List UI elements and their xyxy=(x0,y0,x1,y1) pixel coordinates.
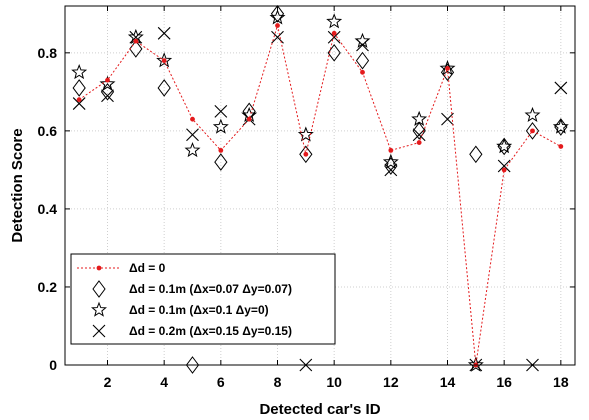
star-marker xyxy=(467,356,484,372)
star-marker xyxy=(71,63,88,80)
star-marker xyxy=(184,141,201,158)
diamond-marker xyxy=(157,79,171,97)
x-marker xyxy=(101,89,114,103)
star-marker xyxy=(212,118,229,134)
diamond-marker xyxy=(92,280,106,298)
x-marker xyxy=(554,81,568,95)
star-marker xyxy=(411,110,428,126)
x-marker xyxy=(157,26,171,40)
dot-marker xyxy=(530,128,535,134)
legend-entry: Δd = 0.1m (Δx=0.1 Δy=0) xyxy=(91,301,269,317)
dot-marker xyxy=(133,38,139,44)
x-marker xyxy=(356,38,369,52)
star-marker xyxy=(99,75,116,91)
star-marker xyxy=(439,60,456,76)
dot-marker xyxy=(76,97,82,103)
x-axis-title: Detected car's ID xyxy=(259,401,380,418)
dot-marker xyxy=(303,151,309,157)
diamond-marker xyxy=(440,63,455,82)
legend-label: Δd = 0.2m (Δx=0.15 Δy=0.15) xyxy=(129,324,292,338)
dot-marker xyxy=(445,66,450,71)
star-marker xyxy=(354,32,371,48)
series-0 xyxy=(76,23,564,368)
x-marker xyxy=(129,30,143,44)
diamond-marker xyxy=(469,145,483,164)
diamond-marker xyxy=(384,157,398,175)
series-layer xyxy=(71,4,569,374)
star-marker xyxy=(552,118,569,134)
legend-entry: Δd = 0.2m (Δx=0.15 Δy=0.15) xyxy=(92,324,292,338)
dot-marker xyxy=(416,140,422,145)
star-marker xyxy=(269,9,286,25)
x-marker xyxy=(214,104,228,118)
dot-marker xyxy=(96,265,102,271)
y-tick-label: 0.8 xyxy=(38,45,58,61)
star-marker xyxy=(156,52,173,68)
legend: Δd = 0 Δd = 0.1m (Δx=0.07 Δy=0.07) Δd = 0.… xyxy=(70,253,336,345)
dot-marker xyxy=(275,23,280,28)
legend-entry: Δd = 0.1m (Δx=0.07 Δy=0.07) xyxy=(92,280,292,298)
dot-marker xyxy=(218,147,224,153)
star-marker xyxy=(382,153,399,169)
x-tick-label: 12 xyxy=(383,374,399,390)
x-tick-label: 14 xyxy=(440,374,456,390)
dot-marker xyxy=(558,144,564,149)
axis-ticks: 2 4 6 8 10 12 14 16 18 0 0.2 0.4 0.6 0.8 xyxy=(38,6,575,390)
x-tick-label: 18 xyxy=(553,374,569,390)
dot-marker xyxy=(246,116,252,122)
y-tick-label: 0.4 xyxy=(38,201,58,217)
dot-marker xyxy=(331,30,337,36)
x-tick-label: 4 xyxy=(160,374,168,390)
diamond-marker xyxy=(327,43,341,62)
dot-marker xyxy=(388,147,394,153)
x-tick-label: 10 xyxy=(326,374,342,390)
diamond-marker xyxy=(525,122,540,140)
legend-entry: Δd = 0 xyxy=(77,261,166,275)
diamond-marker xyxy=(355,51,370,70)
star-marker xyxy=(496,138,513,154)
diamond-marker xyxy=(72,79,86,97)
x-marker xyxy=(384,163,398,177)
x-marker xyxy=(327,30,341,44)
y-tick-label: 0.6 xyxy=(38,123,58,139)
dot-marker xyxy=(161,58,167,64)
diamond-marker xyxy=(412,122,426,140)
series-3 xyxy=(72,26,568,372)
star-marker xyxy=(524,106,541,123)
diamond-marker xyxy=(185,356,200,374)
dot-marker xyxy=(105,77,110,83)
x-marker xyxy=(497,159,511,173)
x-tick-label: 2 xyxy=(104,374,112,390)
plot-frame xyxy=(64,5,576,366)
y-tick-label: 0 xyxy=(49,357,57,373)
dot-marker xyxy=(360,69,365,75)
x-marker xyxy=(186,128,199,142)
x-tick-label: 6 xyxy=(217,374,225,390)
y-tick-label: 0.2 xyxy=(38,279,58,295)
x-marker xyxy=(92,324,106,338)
star-marker xyxy=(326,13,343,29)
legend-label: Δd = 0.1m (Δx=0.07 Δy=0.07) xyxy=(129,282,292,296)
x-tick-label: 8 xyxy=(274,374,282,390)
legend-box xyxy=(70,253,336,345)
y-axis-title: Detection Score xyxy=(9,128,26,242)
x-tick-label: 16 xyxy=(496,374,512,390)
diamond-marker xyxy=(299,145,313,164)
x-marker xyxy=(441,112,454,126)
diamond-marker xyxy=(214,153,228,171)
legend-label: Δd = 0 xyxy=(129,261,166,275)
diamond-marker xyxy=(270,4,285,23)
legend-label: Δd = 0.1m (Δx=0.1 Δy=0) xyxy=(129,303,269,317)
x-marker xyxy=(72,97,86,110)
dot-marker xyxy=(501,167,507,173)
star-marker xyxy=(91,301,107,317)
dot-marker xyxy=(190,116,195,122)
x-marker xyxy=(271,30,284,44)
